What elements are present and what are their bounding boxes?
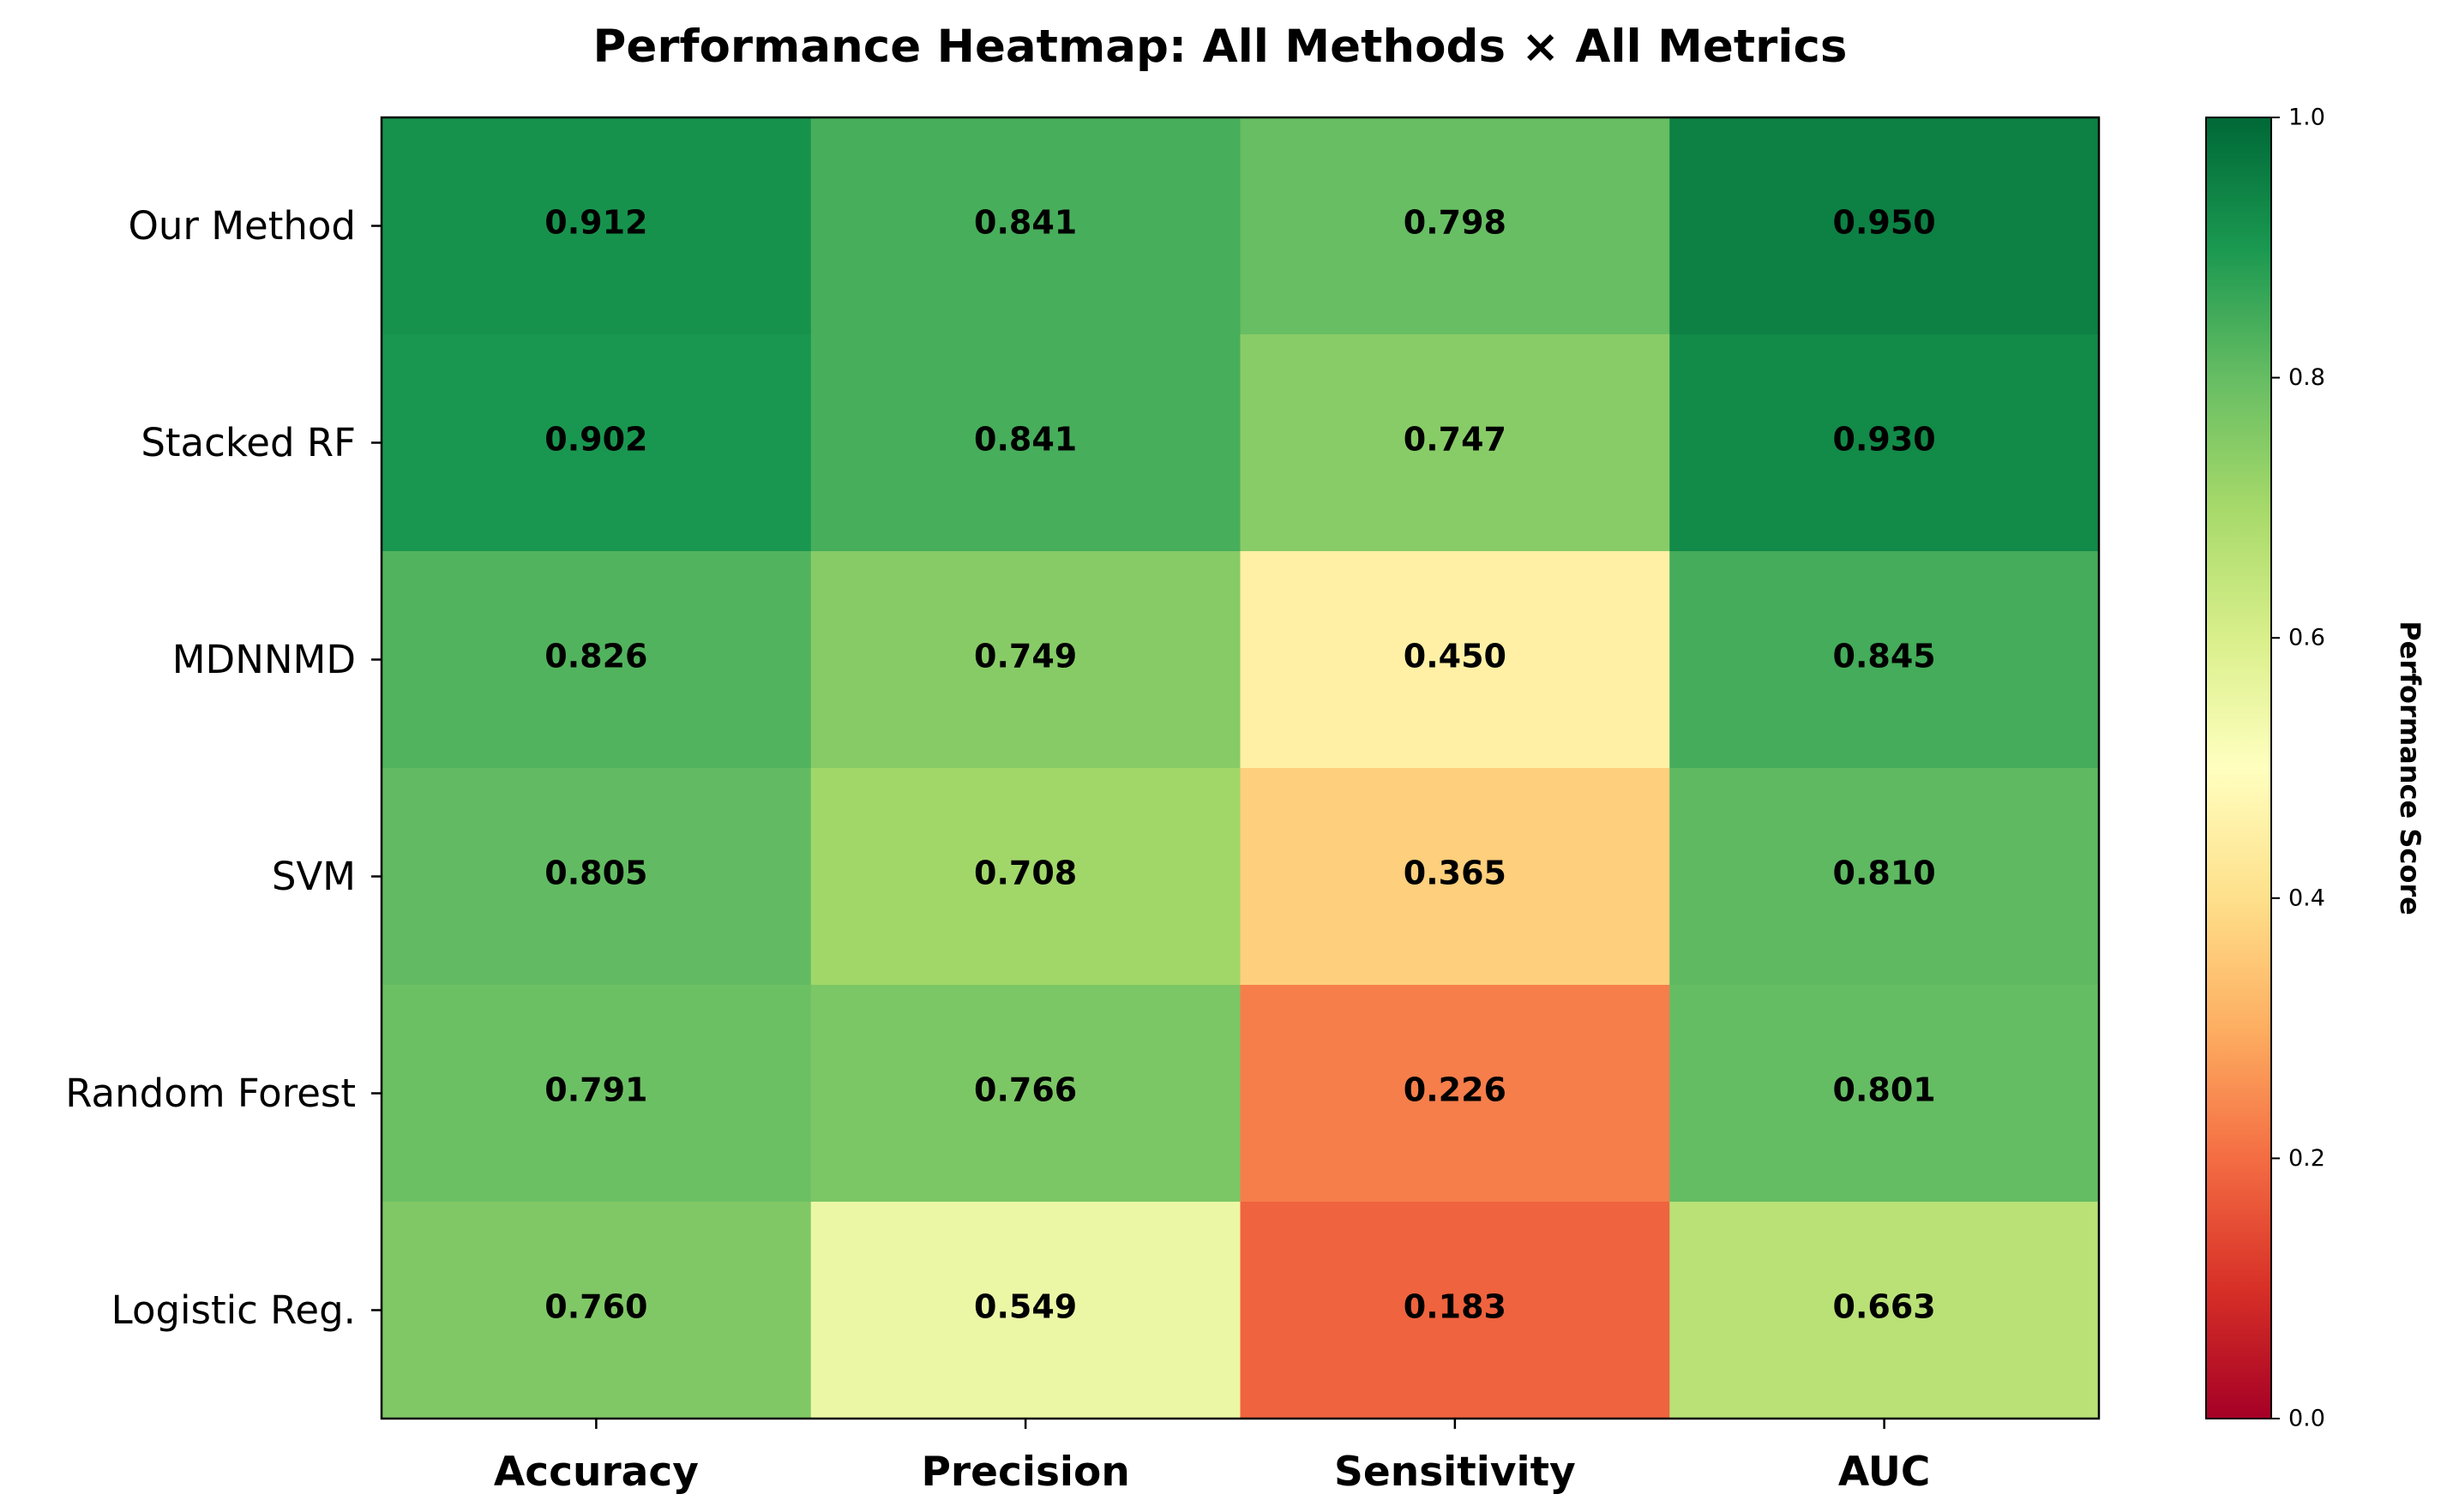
- cell-value-label: 0.549: [974, 1288, 1077, 1326]
- cell-value-label: 0.826: [544, 638, 647, 675]
- cell-value-label: 0.766: [974, 1071, 1077, 1109]
- cell-value-label: 0.950: [1833, 204, 1936, 242]
- colorbar-ticks: 0.0 0.2 0.4 0.6 0.8 1.0: [2271, 105, 2325, 1432]
- cell-value-label: 0.801: [1833, 1071, 1936, 1109]
- heatmap-cell: [1669, 334, 2100, 552]
- cell-value-label: 0.791: [544, 1071, 647, 1109]
- heatmap-cell: [1669, 768, 2100, 986]
- cell-value-label: 0.183: [1404, 1288, 1506, 1326]
- cell-value-label: 0.708: [974, 855, 1077, 892]
- cell-value-label: 0.845: [1833, 638, 1936, 675]
- heatmap-cell: [810, 551, 1241, 769]
- plot-frame: [380, 116, 2101, 1420]
- cell-value-label: 0.450: [1404, 638, 1506, 675]
- x-tick-label: AUC: [1838, 1449, 1931, 1496]
- heatmap-cell: [810, 768, 1241, 986]
- y-tick-label: MDNNMD: [172, 637, 356, 682]
- heatmap-cell: [810, 334, 1241, 552]
- heatmap-cell: [382, 117, 812, 335]
- heatmap-cell: [382, 334, 812, 552]
- y-tick-label: Our Method: [128, 203, 356, 249]
- cell-value-label: 0.912: [544, 204, 647, 242]
- colorbar-tick-label: 0.0: [2288, 1406, 2325, 1432]
- heatmap-cell: [382, 551, 812, 769]
- heatmap-cell: [1669, 985, 2100, 1203]
- heatmap-cells: [382, 117, 2100, 1419]
- cell-value-label: 0.930: [1833, 421, 1936, 459]
- y-axis: Our Method Stacked RF MDNNMD SVM Random Fore…: [65, 203, 382, 1333]
- cell-value-label: 0.663: [1833, 1288, 1936, 1326]
- cell-value-label: 0.365: [1404, 855, 1506, 892]
- cell-value-label: 0.760: [544, 1288, 647, 1326]
- cell-value-label: 0.805: [544, 855, 647, 892]
- heatmap-cell: [1240, 985, 1670, 1203]
- cell-value-label: 0.798: [1404, 204, 1506, 242]
- heatmap-cell: [810, 1202, 1241, 1419]
- colorbar-tick-label: 1.0: [2288, 105, 2325, 131]
- cell-value-label: 0.902: [544, 421, 647, 459]
- y-tick-label: SVM: [272, 854, 356, 899]
- colorbar-tick-label: 0.2: [2288, 1145, 2325, 1172]
- colorbar-gradient: [2205, 117, 2272, 1419]
- x-axis: Accuracy Precision Sensitivity AUC: [494, 1419, 1931, 1496]
- heatmap-cell: [1669, 117, 2100, 335]
- colorbar-tick-label: 0.6: [2288, 625, 2325, 651]
- colorbar-label: Performance Score: [2394, 621, 2426, 915]
- heatmap-cell: [1240, 551, 1670, 769]
- heatmap-cell: [1669, 1202, 2100, 1419]
- y-tick-label: Logistic Reg.: [111, 1287, 356, 1333]
- y-tick-label: Stacked RF: [141, 420, 356, 465]
- heatmap-cell: [382, 985, 812, 1203]
- colorbar-tick-label: 0.8: [2288, 364, 2325, 391]
- chart-title: Performance Heatmap: All Methods × All M…: [593, 21, 1848, 73]
- cell-value-label: 0.747: [1404, 421, 1506, 459]
- heatmap-cell: [810, 117, 1241, 335]
- x-tick-label: Sensitivity: [1334, 1449, 1576, 1496]
- heatmap-cell: [1240, 117, 1670, 335]
- heatmap-cell: [1240, 1202, 1670, 1419]
- cell-value-label: 0.810: [1833, 855, 1936, 892]
- x-tick-label: Accuracy: [494, 1449, 699, 1496]
- heatmap-cell: [382, 768, 812, 986]
- cell-value-label: 0.841: [974, 204, 1077, 242]
- heatmap-cell: [1240, 334, 1670, 552]
- heatmap-cell: [1669, 551, 2100, 769]
- heatmap-cell: [382, 1202, 812, 1419]
- y-tick-label: Random Forest: [65, 1071, 356, 1116]
- heatmap-cell-labels: 0.912 0.841 0.798 0.950 0.902 0.841 0.747 0.930…: [544, 204, 1935, 1326]
- cell-value-label: 0.749: [974, 638, 1077, 675]
- heatmap-cell: [810, 985, 1241, 1203]
- colorbar-tick-label: 0.4: [2288, 885, 2325, 911]
- cell-value-label: 0.226: [1404, 1071, 1506, 1109]
- heatmap-cell: [1240, 768, 1670, 986]
- cell-value-label: 0.841: [974, 421, 1077, 459]
- colorbar: 0.0 0.2 0.4 0.6 0.8 1.0 Performance Score: [2205, 105, 2426, 1432]
- x-tick-label: Precision: [921, 1449, 1129, 1496]
